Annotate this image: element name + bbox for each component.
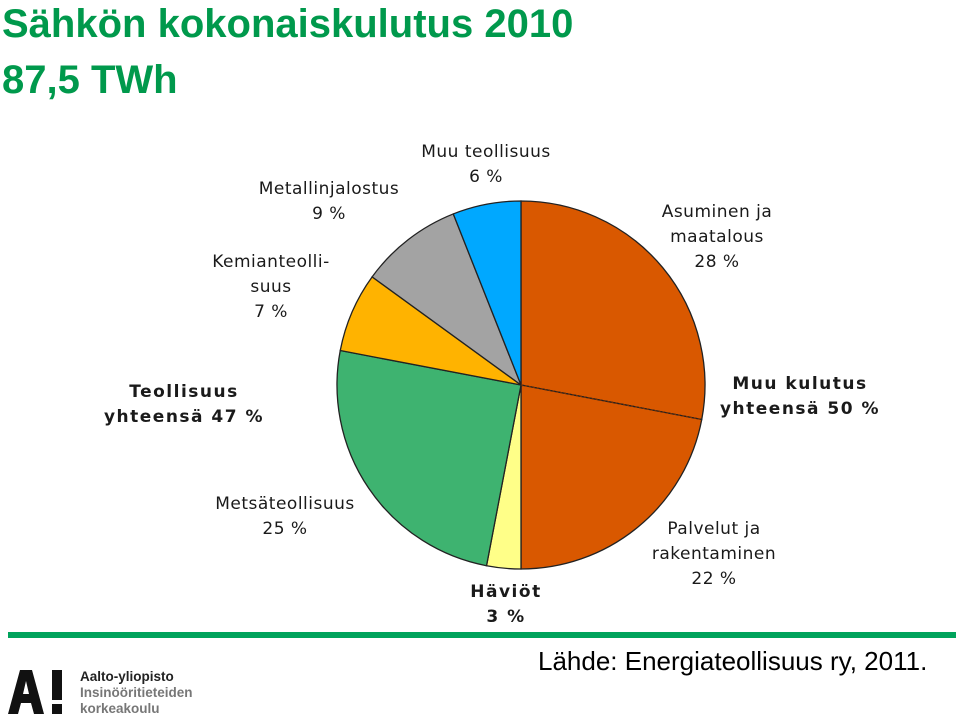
label-line: 9 % (312, 204, 346, 224)
label-line: Metallinjalostus (258, 179, 400, 199)
logo-line-2: Insinööritieteiden (80, 685, 193, 700)
pie-chart (336, 200, 706, 570)
group-label-line: yhteensä 50 % (719, 399, 881, 419)
pie-slice-muu-teollisuus (452, 200, 522, 386)
label-line: 7 % (254, 302, 288, 322)
label-line: Muu teollisuus (421, 142, 551, 162)
group-label-line: yhteensä 47 % (103, 407, 265, 427)
slice-separator (520, 384, 702, 420)
pie-slice-metallinjalostus (371, 213, 523, 387)
label-line: suus (250, 277, 292, 297)
label-line: Palvelut ja (667, 519, 761, 539)
logo-line-3: korkeakoulu (80, 701, 160, 716)
pie-slice-palvelut-ja-rakentaminen (520, 384, 703, 570)
group-label-line: Teollisuus (129, 382, 239, 402)
label-line: 22 % (691, 569, 737, 589)
label-line: Asuminen ja (661, 202, 773, 222)
group-label-muu-kulutus: Muu kulutus yhteensä 50 % (700, 372, 900, 422)
label-line: Häviöt (470, 582, 542, 602)
source-note: Lähde: Energiateollisuus ry, 2011. (538, 646, 928, 676)
chart-subtitle: 87,5 TWh (2, 58, 178, 102)
group-label-line: Muu kulutus (732, 374, 868, 394)
label-line: maatalous (670, 227, 764, 247)
label-line: Metsäteollisuus (215, 494, 355, 514)
label-line: 28 % (694, 252, 740, 272)
label-line: Kemianteolli- (212, 252, 330, 272)
slice-label-haviot: Häviöt 3 % (446, 580, 566, 630)
logo-text: Aalto-yliopisto Insinööritieteiden korke… (80, 669, 193, 717)
logo-line-1: Aalto-yliopisto (80, 669, 174, 684)
chart-title: Sähkön kokonaiskulutus 2010 (2, 2, 574, 46)
aalto-logo-icon (8, 670, 62, 714)
slice-label-palvelut: Palvelut ja rakentaminen 22 % (624, 517, 804, 592)
slice-label-kemianteollisuus: Kemianteolli-suus 7 % (196, 250, 346, 325)
slice-label-asuminen: Asuminen ja maatalous 28 % (632, 200, 802, 275)
footer-divider (8, 632, 956, 638)
pie-slice-asuminen-ja-maatalous (520, 200, 706, 421)
label-line: 3 % (486, 607, 526, 627)
label-line: 6 % (469, 167, 503, 187)
group-label-teollisuus: Teollisuus yhteensä 47 % (84, 380, 284, 430)
slice-label-metsateollisuus: Metsäteollisuus 25 % (190, 492, 380, 542)
label-line: rakentaminen (651, 544, 777, 564)
slice-label-muu-teollisuus: Muu teollisuus 6 % (399, 140, 573, 190)
pie-slice-mets-teollisuus (336, 349, 522, 567)
label-line: 25 % (262, 519, 308, 539)
slice-label-metallinjalostus: Metallinjalostus 9 % (236, 177, 422, 227)
